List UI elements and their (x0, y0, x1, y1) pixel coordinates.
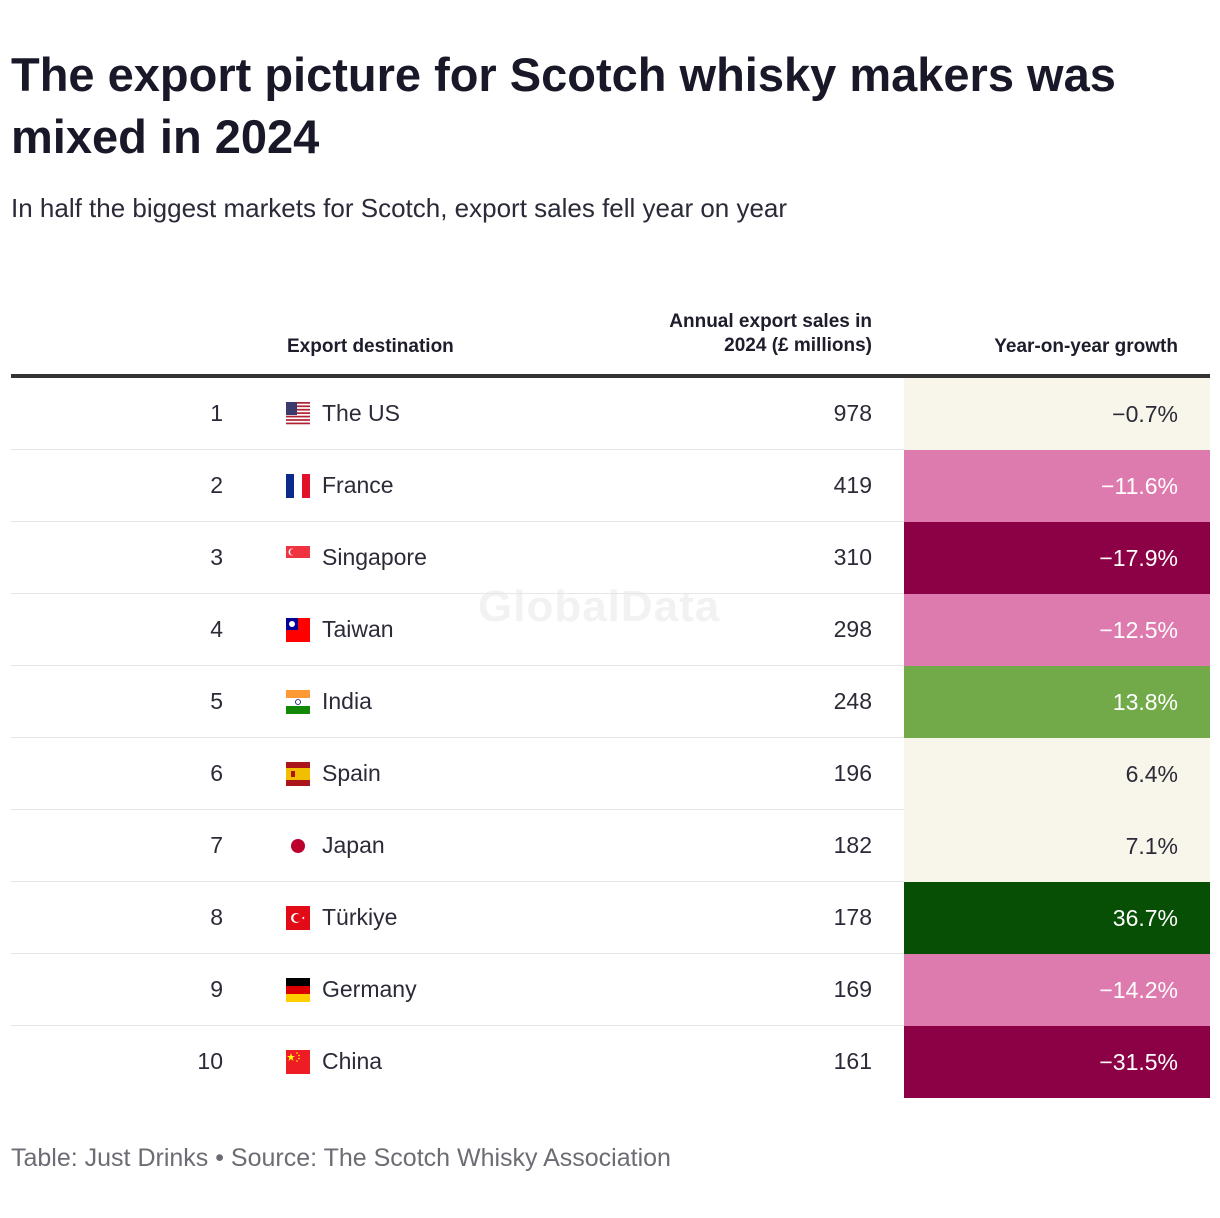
germany-flag-icon (286, 978, 310, 1002)
sales-cell: 196 (833, 760, 872, 786)
table-header: Export destination Annual export sales i… (11, 300, 1210, 378)
table-row: 7 Japan 182 7.1% (11, 810, 1210, 882)
growth-cell: −14.2% (904, 954, 1210, 1026)
rank-cell: 1 (210, 400, 223, 426)
france-flag-icon (286, 474, 310, 498)
growth-cell: −17.9% (904, 522, 1210, 594)
sales-cell: 310 (833, 544, 872, 570)
country-cell: Singapore (322, 544, 427, 570)
table-body: 1 The US 978 −0.7% 2 France 419 −11.6% 3 Singapor… (11, 378, 1210, 1098)
sales-cell: 298 (833, 616, 872, 642)
sales-cell: 419 (833, 472, 872, 498)
sales-cell: 248 (833, 688, 872, 714)
rank-cell: 6 (210, 760, 223, 786)
growth-cell: −12.5% (904, 594, 1210, 666)
sales-cell: 169 (833, 976, 872, 1002)
rank-cell: 5 (210, 688, 223, 714)
header-export-destination: Export destination (287, 336, 454, 357)
sales-cell: 161 (833, 1048, 872, 1074)
growth-cell: 6.4% (904, 738, 1210, 810)
growth-cell: 7.1% (904, 810, 1210, 882)
rank-cell: 4 (210, 616, 223, 642)
table-row: 2 France 419 −11.6% (11, 450, 1210, 522)
rank-cell: 3 (210, 544, 223, 570)
header-growth: Year-on-year growth (994, 336, 1178, 357)
sales-cell: 978 (833, 400, 872, 426)
country-cell: France (322, 472, 394, 498)
country-cell: Taiwan (322, 616, 394, 642)
header-annual-sales: Annual export sales in 2024 (£ millions) (669, 311, 872, 356)
table-row: 5 India 248 13.8% (11, 666, 1210, 738)
rank-cell: 10 (197, 1048, 223, 1074)
country-cell: Spain (322, 760, 381, 786)
data-table: Export destination Annual export sales i… (11, 300, 1210, 1098)
turkiye-flag-icon (286, 906, 310, 930)
spain-flag-icon (286, 762, 310, 786)
table-row: 3 Singapore 310 −17.9% (11, 522, 1210, 594)
chart-title: The export picture for Scotch whisky mak… (11, 48, 1116, 163)
growth-cell: 13.8% (904, 666, 1210, 738)
country-cell: China (322, 1048, 383, 1074)
rank-cell: 8 (210, 904, 223, 930)
country-cell: Germany (322, 976, 417, 1002)
rank-cell: 9 (210, 976, 223, 1002)
country-cell: Türkiye (322, 904, 398, 930)
china-flag-icon (286, 1050, 310, 1074)
table-row: 8 Türkiye 178 36.7% (11, 882, 1210, 954)
growth-cell: −31.5% (904, 1026, 1210, 1098)
table-row: 10 China 161 −31.5% (11, 1026, 1210, 1098)
sales-cell: 178 (833, 904, 872, 930)
country-cell: Japan (322, 832, 385, 858)
rank-cell: 2 (210, 472, 223, 498)
rank-cell: 7 (210, 832, 223, 858)
singapore-flag-icon (286, 546, 310, 570)
table-row: 1 The US 978 −0.7% (11, 378, 1210, 450)
table-row: 4 Taiwan 298 −12.5% (11, 594, 1210, 666)
table-row: 9 Germany 169 −14.2% (11, 954, 1210, 1026)
source-note: Table: Just Drinks • Source: The Scotch … (11, 1144, 671, 1172)
growth-cell: 36.7% (904, 882, 1210, 954)
sales-cell: 182 (833, 832, 872, 858)
growth-cell: −11.6% (904, 450, 1210, 522)
growth-cell: −0.7% (904, 378, 1210, 450)
chart-subtitle: In half the biggest markets for Scotch, … (11, 193, 788, 223)
us-flag-icon (286, 402, 310, 426)
taiwan-flag-icon (286, 618, 310, 642)
watermark: GlobalData (478, 582, 721, 631)
india-flag-icon (286, 690, 310, 714)
country-cell: India (322, 688, 372, 714)
table-row: 6 Spain 196 6.4% (11, 738, 1210, 810)
japan-flag-icon (286, 834, 310, 858)
country-cell: The US (322, 400, 400, 426)
